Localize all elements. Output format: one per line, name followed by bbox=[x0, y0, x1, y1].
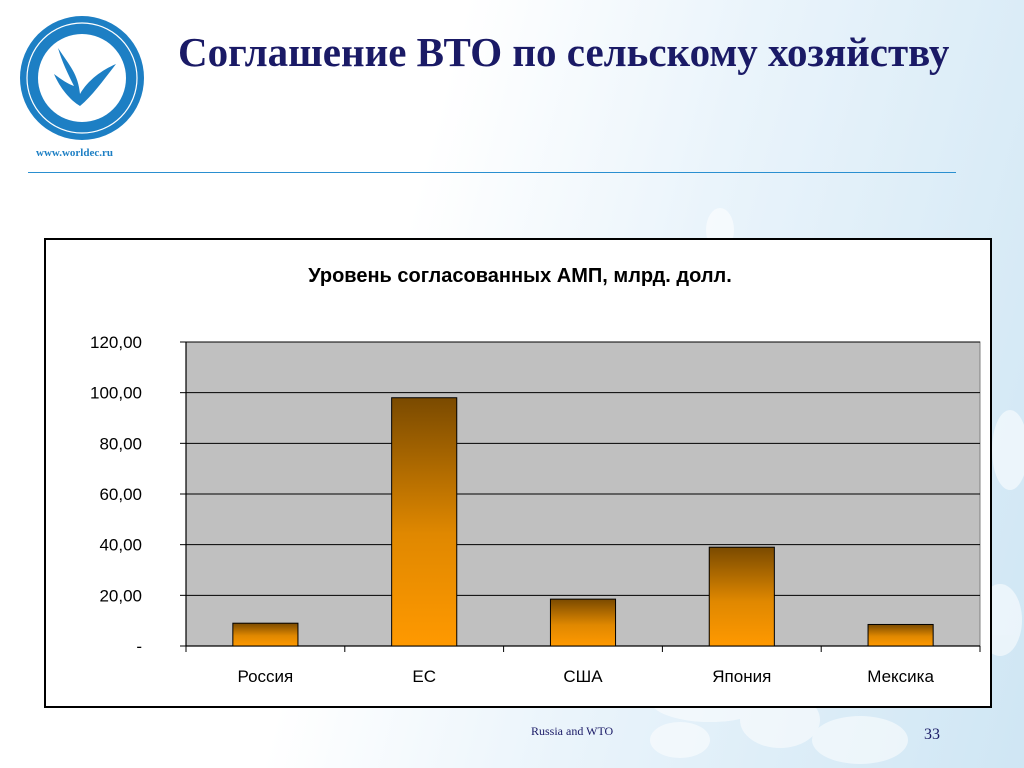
bar-5 bbox=[867, 623, 934, 647]
y-tick-label: 20,00 bbox=[99, 586, 142, 605]
chart-title: Уровень согласованных АМП, млрд. долл. bbox=[308, 265, 732, 287]
title-divider bbox=[28, 172, 956, 173]
x-tick-label: США bbox=[563, 667, 603, 686]
x-tick-label: Мексика bbox=[867, 667, 934, 686]
bar-4 bbox=[708, 546, 775, 647]
bar-3 bbox=[549, 598, 617, 647]
bar-1 bbox=[232, 622, 299, 647]
bar-2 bbox=[391, 397, 458, 647]
y-tick-label: 60,00 bbox=[99, 485, 142, 504]
x-tick-label: ЕС bbox=[412, 667, 436, 686]
chart-frame: Уровень согласованных АМП, млрд. долл. -… bbox=[44, 238, 992, 708]
page-number: 33 bbox=[924, 726, 940, 743]
y-tick-label: 40,00 bbox=[99, 536, 142, 555]
university-logo bbox=[20, 16, 144, 140]
site-url[interactable]: www.worldec.ru bbox=[36, 147, 113, 159]
x-tick-label: Россия bbox=[238, 667, 294, 686]
y-tick-label: - bbox=[136, 637, 142, 656]
y-tick-label: 80,00 bbox=[99, 434, 142, 453]
footer-caption: Russia and WTO bbox=[531, 724, 614, 738]
slide-title: Соглашение ВТО по сельскому хозяйству bbox=[178, 29, 950, 75]
bar-chart: Уровень согласованных АМП, млрд. долл. -… bbox=[90, 265, 981, 686]
y-tick-label: 100,00 bbox=[90, 384, 142, 403]
y-tick-label: 120,00 bbox=[90, 333, 142, 352]
x-tick-label: Япония bbox=[712, 667, 771, 686]
